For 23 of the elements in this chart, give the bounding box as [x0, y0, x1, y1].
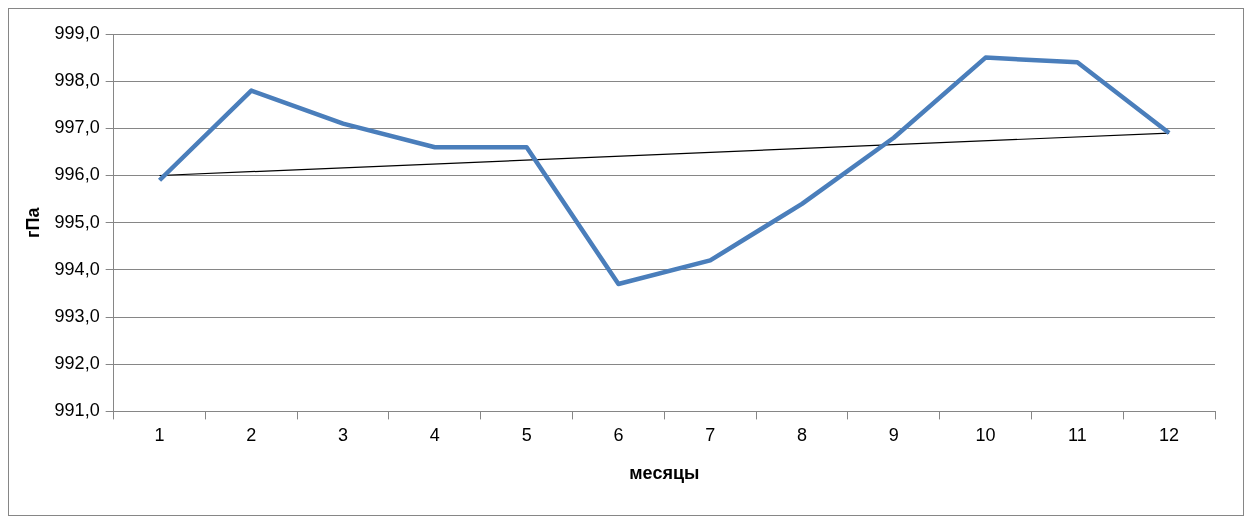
x-tick-label: 10 [975, 425, 996, 446]
x-tick-label: 8 [796, 425, 807, 446]
y-tick-label: 995,0 [54, 211, 100, 232]
x-tick-label: 9 [888, 425, 899, 446]
x-tick-label: 11 [1067, 425, 1087, 446]
y-tick-label: 994,0 [54, 258, 100, 279]
y-tick-label: 992,0 [54, 353, 100, 374]
x-tick-label: 2 [246, 425, 257, 446]
y-tick-label: 998,0 [54, 70, 100, 91]
x-tick-label: 5 [521, 425, 532, 446]
x-axis-title: месяцы [629, 463, 700, 484]
x-tick-label: 1 [154, 425, 165, 446]
x-tick-label: 4 [429, 425, 440, 446]
x-tick-label: 7 [705, 425, 716, 446]
x-tick-label: 12 [1159, 425, 1180, 446]
y-tick-label: 997,0 [54, 117, 100, 138]
y-tick-label: 996,0 [54, 164, 100, 185]
y-tick-label: 999,0 [54, 22, 100, 43]
y-tick-label: 993,0 [54, 306, 100, 327]
x-tick-label: 6 [613, 425, 624, 446]
y-axis-title: гПа [22, 206, 43, 238]
y-tick-label: 991,0 [54, 400, 100, 421]
x-tick-label: 3 [338, 425, 349, 446]
